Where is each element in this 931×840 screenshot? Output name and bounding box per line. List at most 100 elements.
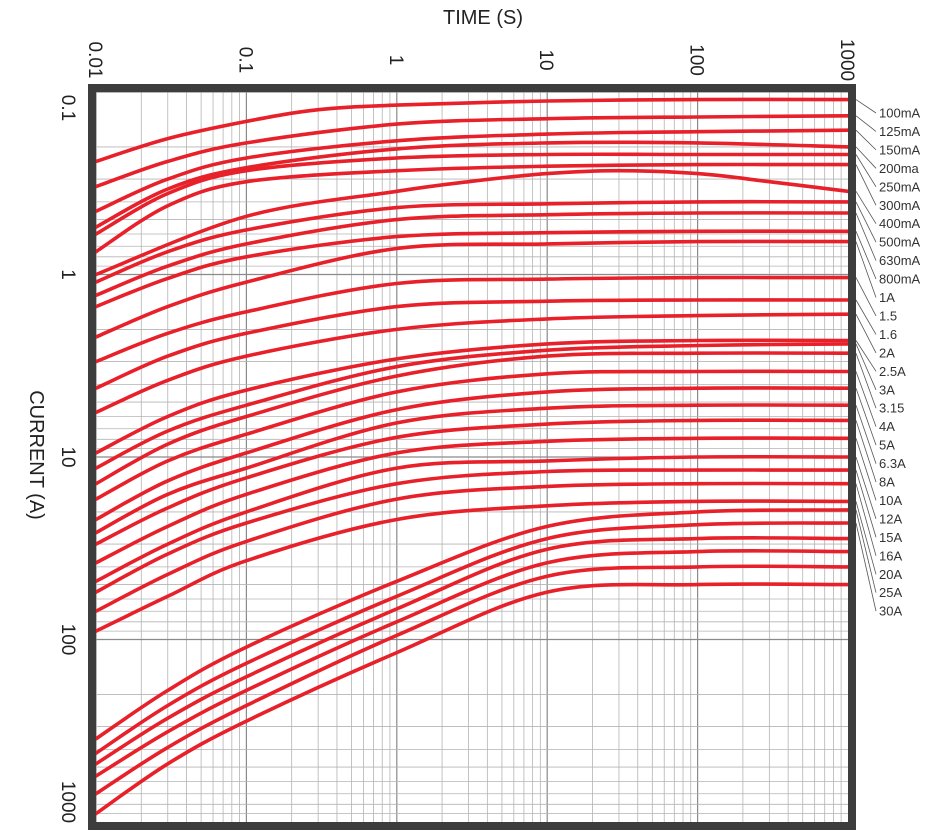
curve-3-15 [94, 351, 850, 486]
x-tick-label: 100 [686, 44, 707, 76]
curve-30a [94, 521, 850, 755]
legend-label: 8A [879, 475, 895, 490]
curve-4a [94, 369, 850, 501]
y-tick-labels: 0.1 1 10 100 1000 [57, 95, 78, 823]
y-tick-label: 10 [57, 446, 78, 467]
legend-label: 3A [879, 382, 895, 397]
legend-leader-line [855, 299, 877, 335]
curve-1-5 [94, 275, 850, 364]
legend-leader-line [855, 501, 877, 575]
y-tick-label: 1 [57, 269, 78, 280]
curve-500ma [94, 199, 850, 284]
legend-leader-line [855, 388, 877, 446]
legend-label: 6.3A [879, 456, 906, 471]
curve-125ma [94, 114, 850, 189]
legend-label: 12A [879, 511, 902, 526]
curve-100ma [94, 97, 850, 164]
curve-unlabeled [94, 549, 850, 778]
plot-frame [88, 84, 856, 830]
legend-label: 300mA [879, 198, 921, 213]
legend-leader-line [855, 522, 877, 612]
curve-15a [94, 468, 850, 594]
y-tick-label: 0.1 [57, 95, 78, 121]
legend-label: 800mA [879, 272, 921, 287]
curve-series [94, 97, 850, 816]
curve-25a [94, 508, 850, 741]
curve-2-5a [94, 338, 850, 455]
grid [95, 91, 848, 822]
legend-leader-line [855, 314, 877, 354]
legend-leader-line [855, 115, 877, 132]
x-tick-label: 1 [385, 55, 406, 66]
y-tick-label: 100 [57, 624, 78, 656]
legend-leader-line [855, 164, 877, 206]
legend-label: 15A [879, 530, 902, 545]
legend-leader-line [855, 456, 877, 520]
curve-800ma [94, 229, 850, 309]
legend-label: 630mA [879, 253, 921, 268]
legend-label: 150mA [879, 142, 921, 157]
legend-label: 2A [879, 345, 895, 360]
legend-leader-line [855, 420, 877, 483]
legend-label: 3.15 [879, 401, 904, 416]
legend-label: 250mA [879, 179, 921, 194]
legend-leader-line [855, 343, 877, 390]
curve-12a [94, 454, 850, 584]
curve-10a [94, 436, 850, 565]
legend-label: 5A [879, 438, 895, 453]
legend-leader-line [855, 405, 877, 464]
y-tick-label: 1000 [57, 781, 78, 823]
legend-leaders [855, 99, 877, 612]
legend-label: 100mA [879, 106, 921, 121]
legend-label: 2.5A [879, 364, 906, 379]
curve-250ma [94, 152, 850, 236]
legend-label: 10A [879, 493, 902, 508]
legend-leader-line [855, 469, 877, 538]
legend-label: 400mA [879, 216, 921, 231]
legend-leader-line [855, 277, 877, 317]
curve-unlabeled [94, 582, 850, 816]
curve-5a [94, 386, 850, 522]
legend-leader-line [855, 371, 877, 427]
legend-leader-line [855, 191, 877, 224]
curve-400ma [94, 168, 850, 277]
curve-8a [94, 418, 850, 546]
legend-label: 200ma [879, 161, 920, 176]
x-tick-label: 10 [535, 49, 556, 70]
x-tick-label: 0.1 [234, 47, 255, 73]
legend-label: 1.6 [879, 327, 897, 342]
legend: 100mA 125mA 150mA 200ma 250mA 300mA 400mA 500mA… [879, 106, 921, 619]
legend-leader-line [855, 201, 877, 243]
legend-label: 25A [879, 585, 902, 600]
legend-label: 1A [879, 290, 895, 305]
legend-leader-line [855, 146, 877, 169]
legend-leader-line [855, 212, 877, 261]
legend-label: 20A [879, 567, 902, 582]
legend-leader-line [855, 99, 877, 114]
curve-16a [94, 481, 850, 613]
curve-6-3a [94, 403, 850, 535]
curve-unlabeled [94, 536, 850, 766]
y-axis-title: CURRENT (A) [25, 390, 47, 520]
legend-label: 1.5 [879, 308, 897, 323]
legend-leader-line [855, 483, 877, 556]
legend-leader-line [855, 509, 877, 593]
legend-label: 125mA [879, 124, 921, 139]
legend-leader-line [855, 154, 877, 188]
curve-3a [94, 342, 850, 470]
curve-300ma [94, 162, 850, 254]
curve-630ma [94, 211, 850, 298]
legend-label: 16A [879, 548, 902, 563]
legend-leader-line [855, 231, 877, 280]
curve-20a [94, 499, 850, 633]
curve-1-6 [94, 298, 850, 390]
legend-leader-line [855, 340, 877, 372]
legend-label: 4A [879, 419, 895, 434]
curve-200ma [94, 140, 850, 229]
x-axis-title: TIME (S) [443, 7, 523, 29]
legend-label: 500mA [879, 235, 921, 250]
x-tick-label: 1000 [836, 39, 857, 81]
x-tick-label: 0.01 [84, 42, 105, 79]
curve-2a [94, 312, 850, 415]
curve-1a [94, 239, 850, 339]
